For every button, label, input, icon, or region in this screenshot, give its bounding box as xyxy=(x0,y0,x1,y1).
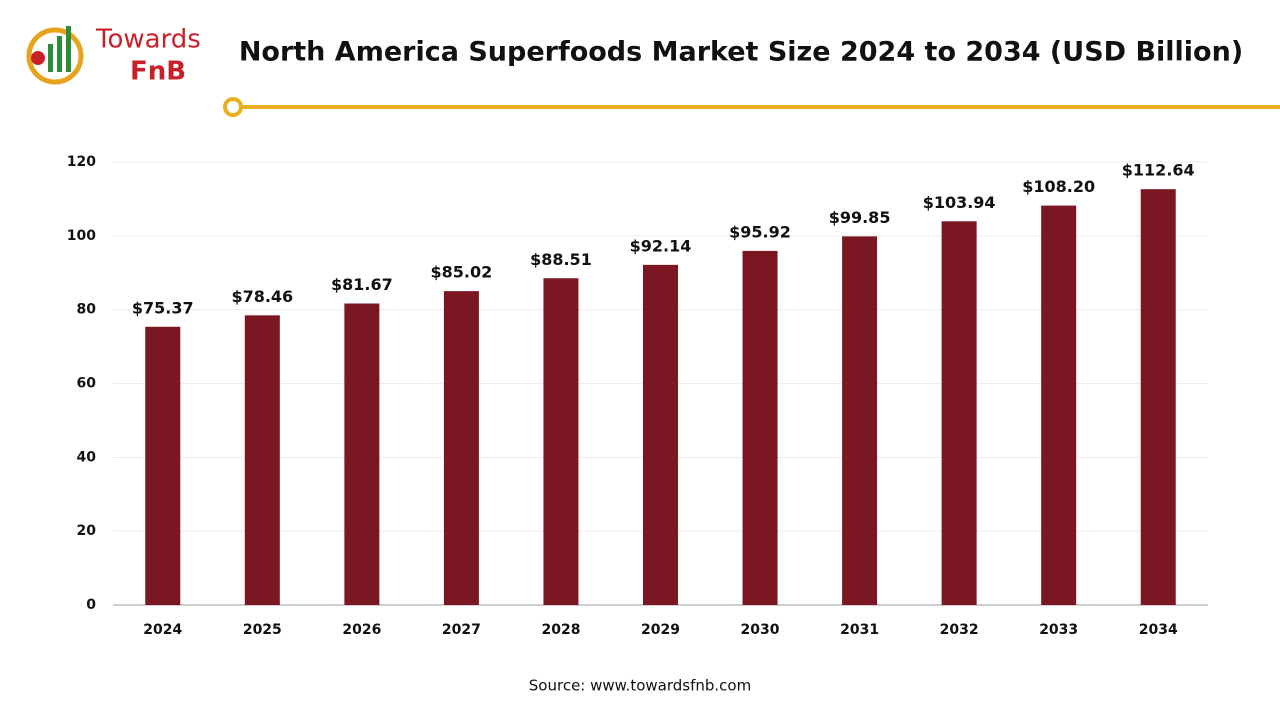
y-tick-label: 80 xyxy=(77,302,97,318)
value-label: $75.37 xyxy=(132,298,194,317)
bar xyxy=(543,278,579,605)
bar xyxy=(443,291,479,605)
logo-bar xyxy=(57,36,62,72)
value-label: $108.20 xyxy=(1022,177,1095,196)
bar xyxy=(842,236,878,605)
value-label: $95.92 xyxy=(729,222,791,241)
logo-text: FnB xyxy=(130,57,186,87)
source: Source: www.towardsfnb.com xyxy=(529,677,751,695)
x-tick-label: 2032 xyxy=(940,622,979,638)
logo-bar xyxy=(66,26,71,72)
logo: Towards FnB xyxy=(26,25,201,87)
x-tick-label: 2030 xyxy=(741,622,780,638)
y-tick-label: 100 xyxy=(67,228,96,244)
bar xyxy=(1041,205,1077,606)
bar xyxy=(145,326,181,605)
x-tick-label: 2026 xyxy=(342,622,381,638)
y-tick-label: 120 xyxy=(67,154,96,170)
x-tick-label: 2024 xyxy=(143,622,182,638)
bar xyxy=(1140,189,1176,606)
chart-title: North America Superfoods Market Size 202… xyxy=(239,37,1243,68)
value-label: $92.14 xyxy=(630,236,692,255)
bar xyxy=(344,303,380,605)
bar xyxy=(244,315,280,605)
value-label: $85.02 xyxy=(431,263,493,282)
logo-text: Towards xyxy=(95,25,201,55)
x-tick-label: 2029 xyxy=(641,622,680,638)
x-tick-label: 2028 xyxy=(541,622,580,638)
divider-dot xyxy=(223,97,243,117)
logo-bar xyxy=(48,44,53,72)
logo-ring xyxy=(26,27,84,85)
x-tick-label: 2031 xyxy=(840,622,879,638)
value-label: $88.51 xyxy=(530,250,592,269)
x-tick-label: 2027 xyxy=(442,622,481,638)
y-tick-label: 60 xyxy=(77,376,97,392)
value-label: $78.46 xyxy=(231,287,293,306)
bar xyxy=(941,221,977,606)
x-tick-label: 2025 xyxy=(243,622,282,638)
y-tick-label: 40 xyxy=(77,449,97,465)
logo-dot xyxy=(31,51,45,65)
value-label: $81.67 xyxy=(331,275,393,294)
value-label: $103.94 xyxy=(923,193,996,212)
value-label: $112.64 xyxy=(1122,161,1195,180)
value-label: $99.85 xyxy=(829,208,891,227)
bar xyxy=(742,250,778,606)
bar xyxy=(643,264,678,605)
x-tick-label: 2033 xyxy=(1039,622,1078,638)
y-tick-label: 0 xyxy=(86,597,96,613)
y-tick-label: 20 xyxy=(77,523,97,539)
x-tick-label: 2034 xyxy=(1139,622,1178,638)
